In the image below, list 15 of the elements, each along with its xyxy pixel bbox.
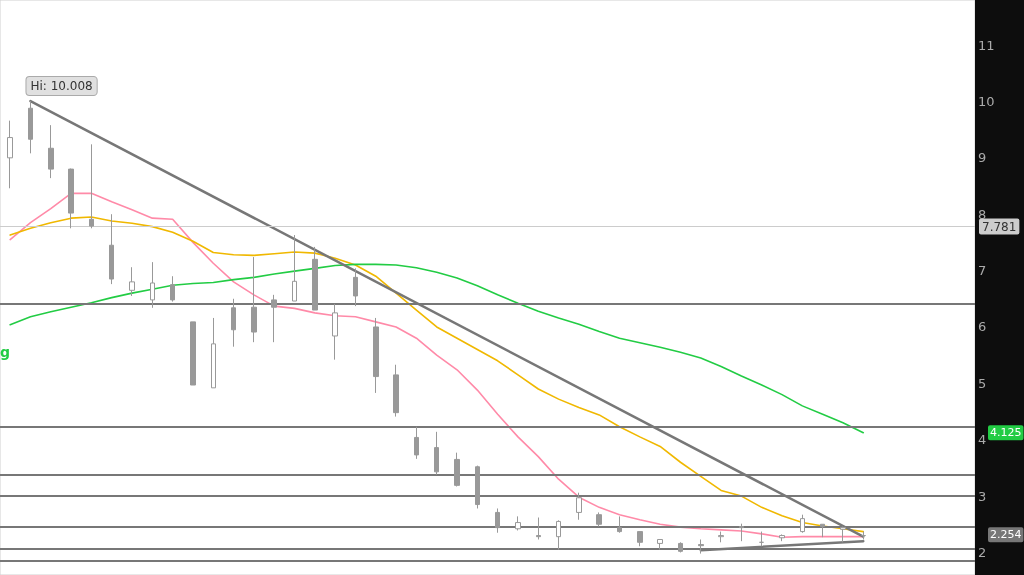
y-tick-label: 2 (978, 544, 987, 560)
text: 2.254 (990, 528, 1022, 542)
y-tick-label: 6 (978, 319, 987, 335)
annotation: Hi: 10.008 (30, 79, 93, 94)
ref-line-label: 7.781 (982, 219, 1017, 234)
y-tick-label: 5 (978, 375, 987, 391)
text: 4.125 (990, 426, 1022, 440)
y-tick-label: 10 (978, 93, 995, 109)
annotation: g (0, 344, 11, 360)
y-tick-label: 4 (978, 432, 987, 448)
y-tick-label: 3 (978, 488, 987, 504)
y-tick-label: 8 (978, 206, 987, 222)
y-tick-label: 11 (978, 37, 995, 53)
y-tick-label: 9 (978, 150, 987, 166)
y-tick-label: 7 (978, 263, 987, 279)
